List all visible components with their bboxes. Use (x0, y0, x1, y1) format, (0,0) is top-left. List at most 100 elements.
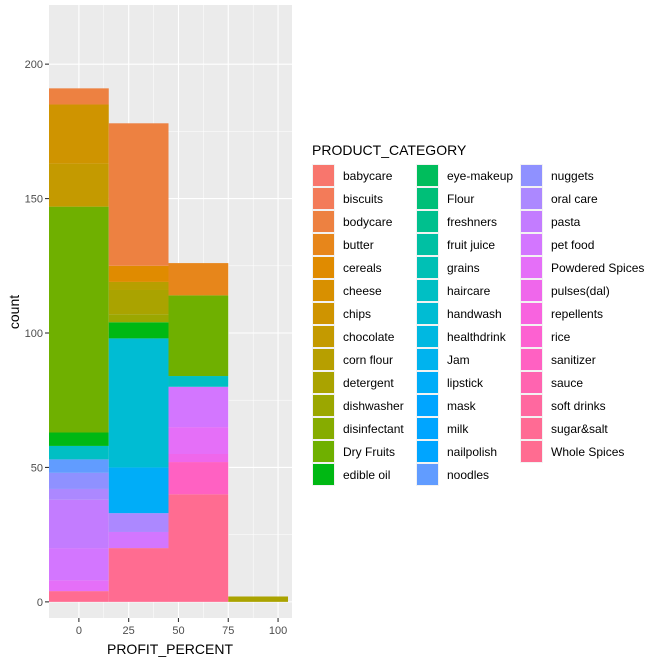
bar-segment (168, 494, 229, 602)
legend-swatch (521, 372, 542, 393)
y-axis: 0 50 100 150 200 (25, 59, 49, 609)
legend-label: eye-makeup (447, 169, 513, 183)
legend-label: corn flour (343, 353, 393, 367)
legend-swatch (417, 326, 438, 347)
legend-label: cheese (343, 284, 382, 298)
x-tick-label: 100 (269, 625, 287, 637)
legend-label: lipstick (447, 376, 484, 390)
legend-swatch (313, 441, 334, 462)
legend-swatch (313, 464, 334, 485)
legend-label: detergent (343, 376, 394, 390)
legend-swatch (417, 418, 438, 439)
bar-segment (49, 499, 109, 549)
bar-segment (49, 88, 109, 105)
legend-label: noodles (447, 468, 489, 482)
bar-segment (108, 265, 169, 282)
legend-label: handwash (447, 307, 502, 321)
legend-swatch (313, 188, 334, 209)
x-tick-label: 75 (222, 625, 234, 637)
y-tick-label: 50 (31, 462, 43, 474)
legend-swatch (417, 165, 438, 186)
legend-label: haircare (447, 284, 491, 298)
x-tick-label: 50 (172, 625, 184, 637)
legend-swatch (521, 211, 542, 232)
bar-segment (49, 580, 109, 592)
legend-label: pet food (551, 238, 594, 252)
bar-segment (108, 467, 169, 514)
legend-swatch (521, 349, 542, 370)
legend-swatch (417, 257, 438, 278)
legend-swatch (417, 372, 438, 393)
bars-layer (49, 88, 289, 602)
bar-segment (108, 548, 169, 602)
legend-label: Powdered Spices (551, 261, 644, 275)
legend-label: Dry Fruits (343, 445, 395, 459)
legend-swatch (313, 372, 334, 393)
legend-label: babycare (343, 169, 393, 183)
x-axis-title: PROFIT_PERCENT (107, 641, 233, 657)
legend-label: freshners (447, 215, 497, 229)
legend-label: grains (447, 261, 480, 275)
bar-segment (168, 462, 229, 495)
legend-swatch (521, 418, 542, 439)
bar-segment (168, 386, 229, 428)
legend-label: pulses(dal) (551, 284, 610, 298)
legend-swatch (313, 349, 334, 370)
legend-label: nailpolish (447, 445, 497, 459)
bar-segment (49, 104, 109, 164)
bar-segment (168, 295, 229, 377)
legend-label: bodycare (343, 215, 393, 229)
x-tick-label: 0 (76, 625, 82, 637)
legend-swatch (521, 234, 542, 255)
legend-swatch (521, 280, 542, 301)
legend-label: Jam (447, 353, 470, 367)
legend-swatch (313, 303, 334, 324)
bar-segment (49, 488, 109, 500)
legend-swatch (521, 165, 542, 186)
legend-swatch (313, 234, 334, 255)
legend-swatch (313, 418, 334, 439)
bar-segment (108, 531, 169, 549)
bar-segment (49, 591, 109, 602)
legend-swatch (417, 464, 438, 485)
legend-label: repellents (551, 307, 603, 321)
legend-label: fruit juice (447, 238, 495, 252)
legend-swatch (417, 303, 438, 324)
legend-swatch (521, 188, 542, 209)
bar-segment (108, 322, 169, 339)
legend-label: sanitizer (551, 353, 596, 367)
legend-label: nuggets (551, 169, 594, 183)
legend-label: sauce (551, 376, 583, 390)
bar-segment (168, 453, 229, 463)
legend-label: healthdrink (447, 330, 507, 344)
legend-label: soft drinks (551, 399, 606, 413)
bar-segment (168, 427, 229, 454)
legend-swatch (521, 441, 542, 462)
x-axis: 0 25 50 75 100 (76, 618, 287, 637)
bar-segment (49, 548, 109, 581)
y-axis-title: count (6, 295, 22, 329)
bar-segment (49, 206, 109, 433)
legend-label: Flour (447, 192, 474, 206)
bar-segment (228, 596, 289, 602)
legend-swatch (313, 280, 334, 301)
bar-segment (108, 338, 169, 468)
legend-label: chocolate (343, 330, 395, 344)
bar-segment (108, 281, 169, 290)
bar-segment (108, 289, 169, 315)
legend-label: oral care (551, 192, 598, 206)
legend-swatch (313, 211, 334, 232)
legend-swatch (417, 234, 438, 255)
legend-swatch (521, 257, 542, 278)
legend-swatch (313, 326, 334, 347)
legend-label: disinfectant (343, 422, 404, 436)
legend-label: butter (343, 238, 374, 252)
legend-label: sugar&salt (551, 422, 608, 436)
legend-swatch (313, 165, 334, 186)
legend-label: edible oil (343, 468, 390, 482)
legend-label: dishwasher (343, 399, 404, 413)
y-tick-label: 200 (25, 59, 43, 71)
bar-segment (108, 314, 169, 323)
y-tick-label: 0 (37, 597, 43, 609)
